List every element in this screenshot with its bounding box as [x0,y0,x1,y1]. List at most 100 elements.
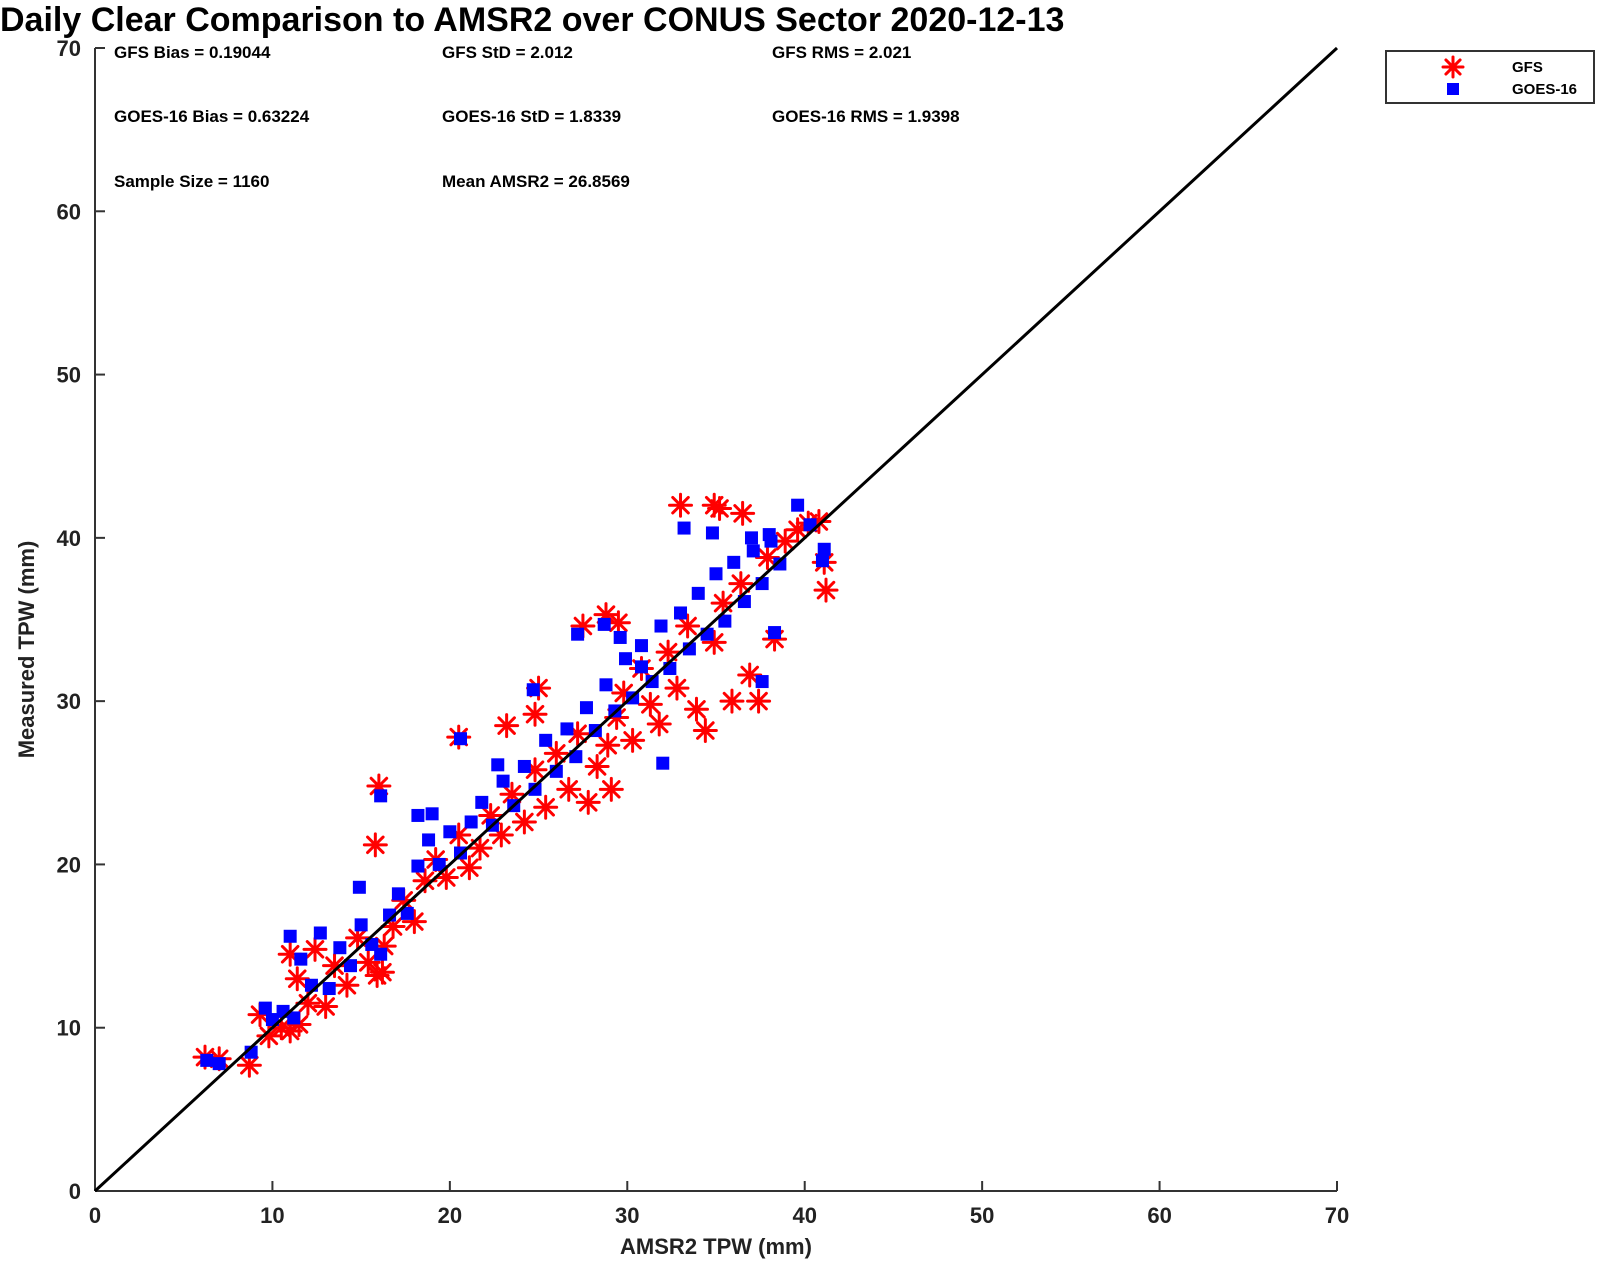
goes16-point [709,567,723,581]
gfs-point [334,972,360,998]
gfs-point [456,855,482,881]
stat-text: GOES-16 RMS = 1.9398 [772,107,960,126]
gfs-point [692,718,718,744]
goes16-point [343,959,357,973]
gfs-point [284,966,310,992]
goes16-point [619,652,633,666]
gfs-point [637,691,663,717]
gfs-point [362,832,388,858]
legend-gfs-label: GFS [1512,59,1543,76]
goes16-point [333,941,347,955]
gfs-point [598,776,624,802]
stat-text: Sample Size = 1160 [114,172,269,191]
gfs-point [664,675,690,701]
x-tick-label: 30 [615,1203,639,1228]
gfs-point [675,613,701,639]
y-tick-label: 30 [57,689,81,714]
gfs-point [543,740,569,766]
goes16-point [597,617,611,631]
stats-annotations: GFS Bias = 0.19044 GFS StD = 2.012 GFS RMS… [114,43,960,191]
goes16-point [645,675,659,689]
goes16-point [374,789,388,803]
stat-text: GFS Bias = 0.19044 [114,43,271,62]
goes16-point [654,619,668,633]
goes16-point [517,759,531,773]
goes16-point [768,626,782,640]
gfs-point [467,835,493,861]
goes16-point [744,531,758,545]
legend-gfs-marker [1441,55,1465,79]
goes16-point [411,859,425,873]
x-tick-label: 20 [438,1203,462,1228]
goes16-point [528,782,542,796]
goes16-point [539,733,553,747]
goes16-point [391,887,405,901]
goes16-point [656,756,670,770]
goes16-point [313,926,327,940]
x-tick-label: 70 [1325,1203,1349,1228]
goes16-point [491,758,505,772]
gfs-point [655,639,681,665]
stat-text: GOES-16 Bias = 0.63224 [114,107,310,126]
one-to-one-line [93,46,1339,1193]
gfs-point [683,696,709,722]
gfs-point [313,993,339,1019]
y-tick-label: 20 [57,852,81,877]
goes16-point [294,952,308,966]
goes16-point [579,701,593,715]
goes16-point [354,918,368,932]
goes16-point [454,732,468,746]
y-tick-label: 50 [57,363,81,388]
legend: GFS GOES-16 [1385,50,1595,104]
gfs-point [728,571,754,597]
x-tick-label: 40 [792,1203,816,1228]
legend-goes16-label: GOES-16 [1512,81,1577,98]
gfs-point [707,495,733,521]
goes16-point [496,774,510,788]
gfs-point [605,610,631,636]
y-tick-label: 0 [69,1179,81,1204]
goes16-point [411,808,425,822]
gfs-point [584,753,610,779]
y-tick-label: 10 [57,1016,81,1041]
gfs-point [719,688,745,714]
gfs-point [355,949,381,975]
x-tick-label: 50 [970,1203,994,1228]
goes16-point [571,627,585,641]
goes16-point [705,526,719,540]
goes16-point [425,807,439,821]
gfs-point [556,776,582,802]
stat-text: GFS RMS = 2.021 [772,43,911,62]
goes16-point [352,880,366,894]
goes16-point [817,542,831,556]
gfs-point [369,959,395,985]
y-ticks: 0 10 20 30 40 50 60 70 [57,36,105,1204]
gfs-series [192,492,839,1078]
gfs-point [620,727,646,753]
goes16-point [475,795,489,809]
goes16-point [560,722,574,736]
gfs-point [595,732,621,758]
goes16-point [526,683,540,697]
goes16-point [200,1053,214,1067]
goes16-point [727,555,741,569]
gfs-point [710,590,736,616]
gfs-point [575,789,601,815]
goes16-point [634,639,648,653]
goes16-point [212,1057,226,1071]
goes16-point [283,929,297,943]
goes16-point [613,630,627,644]
goes16-point [674,606,688,620]
stat-text: Mean AMSR2 = 26.8569 [442,172,630,191]
gfs-point [730,500,756,526]
gfs-point [746,688,772,714]
y-tick-label: 40 [57,526,81,551]
goes16-point [791,498,805,512]
gfs-point [322,953,348,979]
gfs-point [646,711,672,737]
gfs-point [813,577,839,603]
goes16-point [432,857,446,871]
goes16-point [746,544,760,558]
goes16-point [322,982,336,996]
stat-text: GFS StD = 2.012 [442,43,573,62]
